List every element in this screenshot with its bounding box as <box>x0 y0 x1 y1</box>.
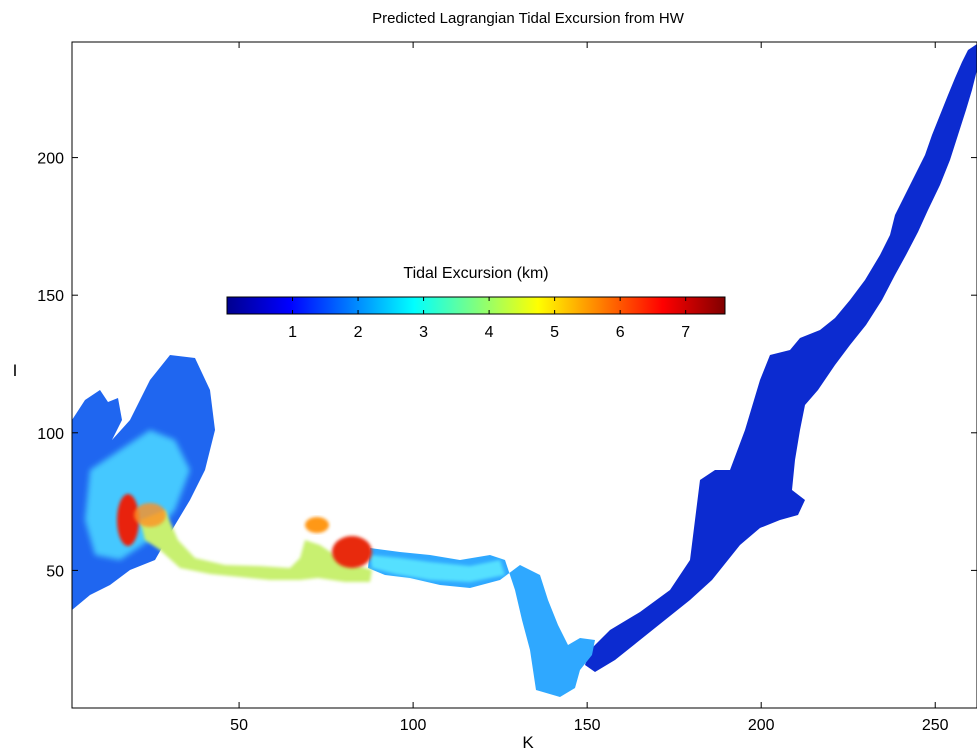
excursion-field <box>72 44 977 697</box>
channel-gradient <box>370 555 505 582</box>
eddy-hotspot-central <box>332 536 372 568</box>
colorbar-ticks: 1 2 3 4 5 6 7 <box>288 297 690 341</box>
y-axis-label: I <box>13 361 18 380</box>
colorbar-label: Tidal Excursion (km) <box>403 265 548 282</box>
colorbar-tick-label: 3 <box>419 324 428 341</box>
axes-frame <box>71 41 977 709</box>
x-tick-label: 150 <box>574 717 601 734</box>
seaward-basin-inner <box>85 430 190 560</box>
y-tick-label: 50 <box>46 563 64 580</box>
colorbar-tick-label: 1 <box>288 324 297 341</box>
chart-title: Predicted Lagrangian Tidal Excursion fro… <box>372 10 685 27</box>
y-tick-label: 150 <box>37 288 64 305</box>
y-tick-label: 200 <box>37 151 64 168</box>
colorbar <box>226 296 726 315</box>
y-tick-label: 100 <box>37 426 64 443</box>
y-axis: 50 100 150 200 <box>37 151 977 580</box>
eddy-hotspot-west-outer <box>134 503 166 527</box>
x-tick-label: 100 <box>400 717 427 734</box>
x-axis: 50 100 150 200 250 <box>230 42 949 734</box>
mid-estuary <box>368 548 595 697</box>
colorbar-tick-label: 5 <box>550 324 559 341</box>
colorbar-tick-label: 7 <box>681 324 690 341</box>
x-tick-label: 200 <box>748 717 775 734</box>
colorbar-tick-label: 2 <box>354 324 363 341</box>
colorbar-tick-label: 4 <box>485 324 494 341</box>
eddy-hotspot-west <box>117 494 139 546</box>
x-axis-label: K <box>522 733 534 752</box>
main-channel <box>140 510 372 582</box>
upper-estuary <box>585 44 977 672</box>
colorbar-tick-label: 6 <box>616 324 625 341</box>
x-tick-label: 250 <box>922 717 949 734</box>
x-tick-label: 50 <box>230 717 248 734</box>
eddy-hotspot-north <box>305 517 329 533</box>
